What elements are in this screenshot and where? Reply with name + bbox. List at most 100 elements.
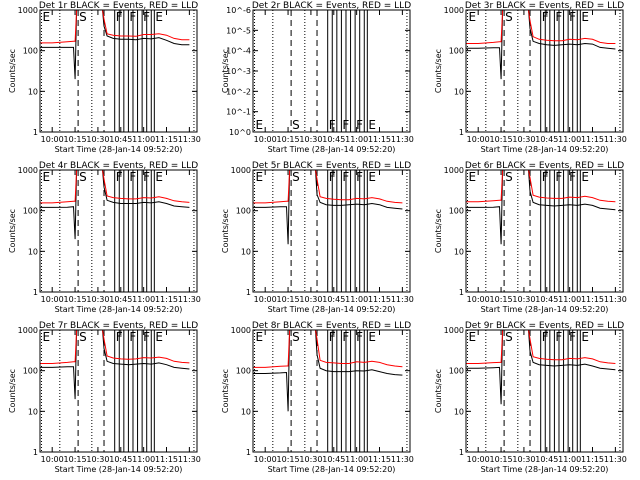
x-tick-label: 10:30 [299, 455, 322, 464]
panel-det-5: Det 5r BLACK = Events, RED = LLDESFFFE11… [221, 161, 414, 314]
series-events [253, 169, 403, 245]
y-tick-label: 10^-4 [226, 47, 251, 56]
y-axis-label: Counts/sec [8, 369, 17, 413]
y-tick-label: 1 [33, 288, 38, 297]
series-lld [466, 169, 616, 203]
x-axis-label: Start Time (28-Jan-14 09:52:20) [481, 145, 609, 154]
series-lld [253, 169, 403, 204]
marker-label: E [43, 330, 51, 344]
x-tick-label: 11:30 [604, 135, 627, 144]
x-tick-label: 10:45 [535, 295, 558, 304]
panel-title: Det 9r BLACK = Events, RED = LLD [465, 321, 624, 331]
y-tick-label: 100 [23, 367, 38, 376]
x-tick-label: 10:45 [109, 455, 132, 464]
panel-title: Det 3r BLACK = Events, RED = LLD [465, 1, 624, 11]
x-tick-label: 11:00 [132, 135, 155, 144]
y-tick-label: 100 [449, 367, 464, 376]
y-axis-label: Counts/sec [221, 209, 230, 253]
plot-frame [252, 169, 411, 293]
series-events [40, 169, 190, 240]
marker-label: S [292, 118, 300, 132]
y-tick-label: 1 [459, 288, 464, 297]
panel-det-2: Det 2r BLACK = Events, RED = LLDESFFFE10… [221, 1, 414, 154]
marker-label: E [368, 118, 376, 132]
series-lld [466, 9, 616, 44]
x-tick-label: 11:30 [604, 455, 627, 464]
marker-label: S [292, 170, 300, 184]
series-events [466, 329, 616, 405]
y-axis-label: Counts/sec [8, 49, 17, 93]
panel-title: Det 7r BLACK = Events, RED = LLD [39, 321, 198, 331]
x-tick-label: 10:30 [86, 135, 109, 144]
marker-label: E [368, 330, 376, 344]
y-tick-label: 10 [454, 247, 464, 256]
x-tick-label: 10:30 [86, 295, 109, 304]
marker-label: S [79, 10, 87, 24]
series-lld [40, 329, 190, 364]
marker-label: E [581, 170, 589, 184]
y-tick-label: 100 [236, 367, 251, 376]
x-tick-label: 11:15 [581, 135, 604, 144]
y-tick-label: 1 [246, 288, 251, 297]
x-tick-label: 10:15 [490, 455, 513, 464]
y-tick-label: 1000 [444, 326, 464, 335]
series-lld [466, 329, 616, 364]
y-tick-label: 1 [246, 448, 251, 457]
y-tick-label: 10 [28, 87, 38, 96]
y-tick-label: 10^-6 [226, 6, 251, 15]
y-axis-label: Counts/sec [434, 209, 443, 253]
plot-frame [252, 329, 411, 453]
series-lld [253, 329, 403, 368]
marker-label: S [79, 170, 87, 184]
x-tick-label: 10:00 [41, 135, 64, 144]
x-axis-label: Start Time (28-Jan-14 09:52:20) [268, 305, 396, 314]
y-tick-label: 1000 [444, 166, 464, 175]
x-tick-label: 11:00 [132, 455, 155, 464]
plot-frame [465, 9, 624, 133]
panel-det-6: Det 6r BLACK = Events, RED = LLDESFFFE11… [434, 161, 627, 314]
y-tick-label: 10 [28, 407, 38, 416]
y-tick-label: 10^-5 [226, 26, 251, 35]
y-axis-label: Counts/sec [434, 369, 443, 413]
y-tick-label: 10 [28, 247, 38, 256]
x-tick-label: 10:30 [86, 455, 109, 464]
y-tick-label: 100 [23, 207, 38, 216]
y-tick-label: 10^0 [229, 128, 251, 137]
marker-label: E [43, 170, 51, 184]
x-tick-label: 11:30 [178, 135, 201, 144]
y-tick-label: 1000 [18, 166, 38, 175]
y-tick-label: 100 [23, 47, 38, 56]
x-tick-label: 10:15 [490, 135, 513, 144]
x-tick-label: 10:45 [109, 295, 132, 304]
x-tick-label: 10:45 [322, 455, 345, 464]
plot-frame [465, 169, 624, 293]
y-tick-label: 10^-3 [226, 67, 251, 76]
x-tick-label: 10:45 [535, 455, 558, 464]
x-tick-label: 11:15 [155, 455, 178, 464]
x-tick-label: 11:00 [558, 135, 581, 144]
x-tick-label: 11:30 [178, 295, 201, 304]
y-axis-label: Counts/sec [434, 49, 443, 93]
panel-det-8: Det 8r BLACK = Events, RED = LLDESFFFE11… [221, 321, 414, 474]
y-tick-label: 1000 [231, 166, 251, 175]
series-events [40, 329, 190, 400]
panel-title: Det 5r BLACK = Events, RED = LLD [252, 161, 411, 171]
panel-title: Det 4r BLACK = Events, RED = LLD [39, 161, 198, 171]
x-tick-label: 10:30 [299, 135, 322, 144]
x-tick-label: 10:15 [64, 455, 87, 464]
x-tick-label: 11:30 [604, 295, 627, 304]
x-tick-label: 10:00 [467, 135, 490, 144]
y-tick-label: 1 [33, 448, 38, 457]
series-events [466, 9, 616, 80]
marker-label: E [155, 170, 163, 184]
series-lld [40, 9, 190, 44]
y-tick-label: 1000 [444, 6, 464, 15]
marker-label: E [155, 10, 163, 24]
panel-title: Det 1r BLACK = Events, RED = LLD [39, 1, 198, 11]
marker-label: S [505, 10, 513, 24]
panel-title: Det 6r BLACK = Events, RED = LLD [465, 161, 624, 171]
x-tick-label: 11:00 [345, 455, 368, 464]
x-tick-label: 11:00 [132, 295, 155, 304]
x-axis-label: Start Time (28-Jan-14 09:52:20) [268, 465, 396, 474]
